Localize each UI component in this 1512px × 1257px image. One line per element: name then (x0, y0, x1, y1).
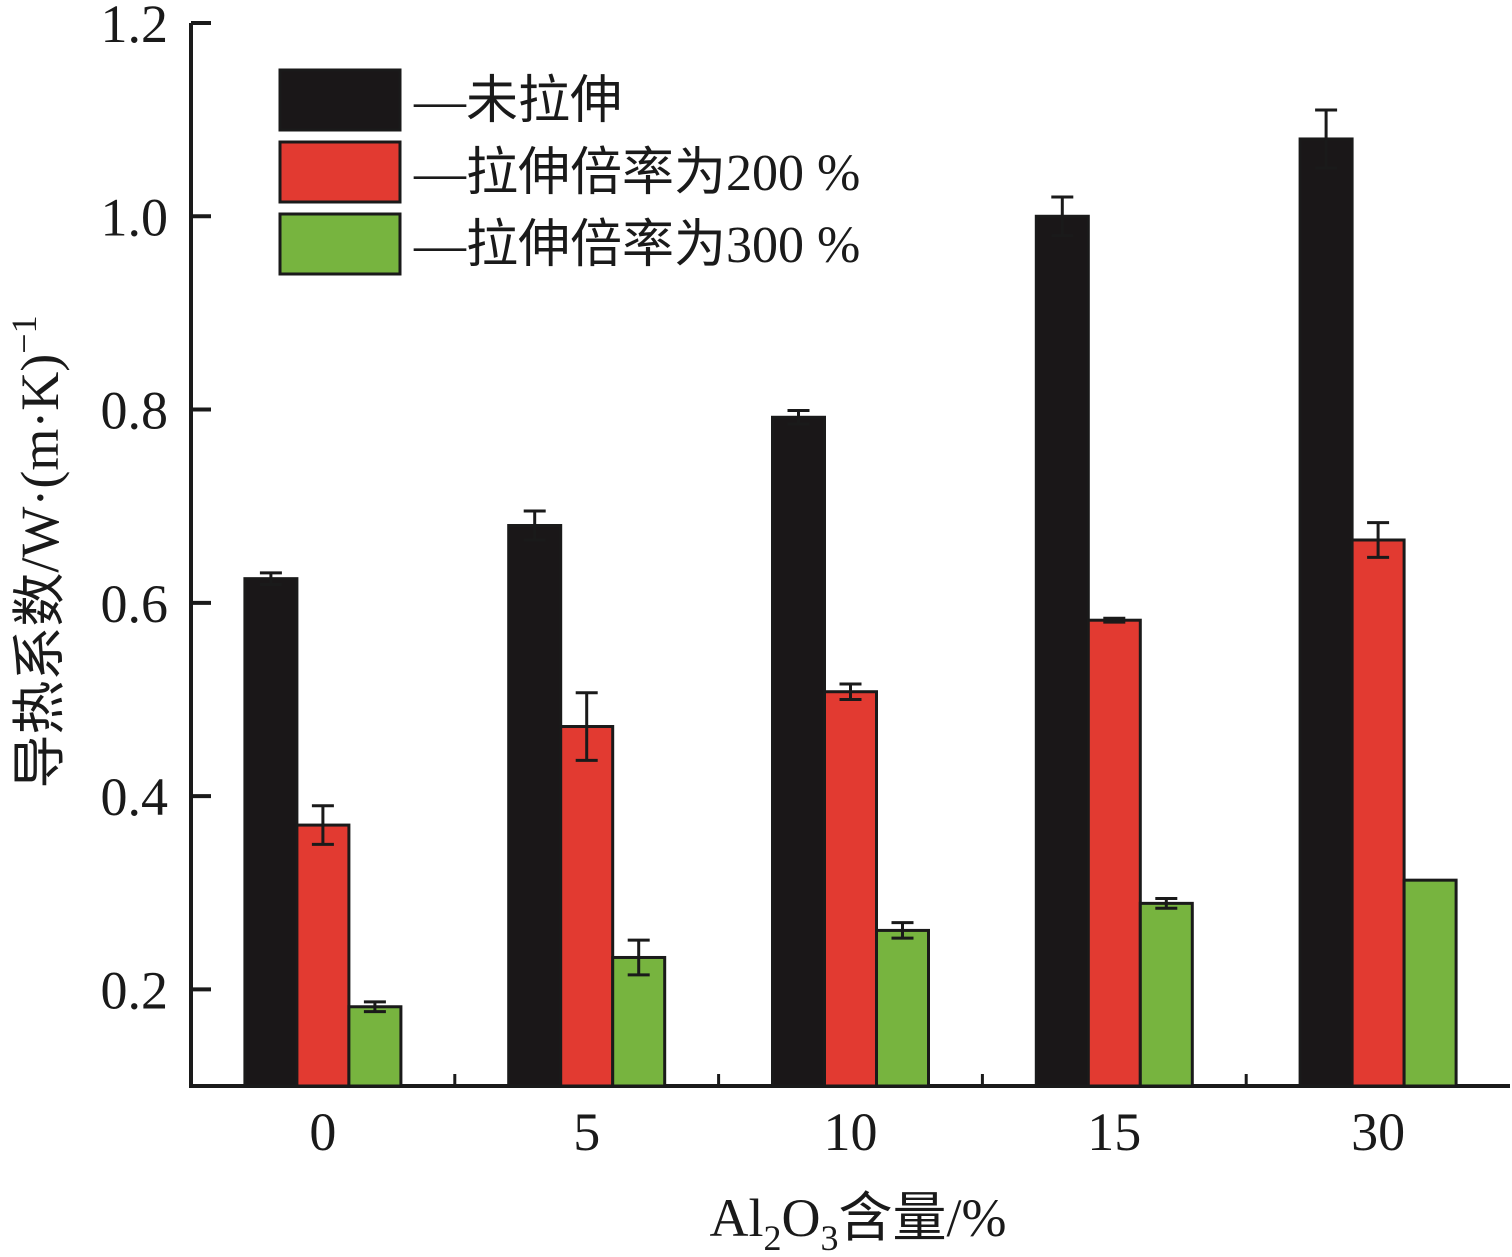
x-tick-label: 0 (309, 1102, 336, 1162)
x-axis-label: Al2O3含量/% (710, 1188, 1007, 1257)
legend-label: —拉伸倍率为200 % (413, 145, 860, 202)
x-tick-label: 10 (824, 1102, 878, 1162)
error-bar (787, 409, 810, 426)
error-bar (891, 921, 914, 940)
legend-label: —拉伸倍率为300 % (413, 217, 860, 274)
bar (559, 725, 615, 1088)
bar (1402, 878, 1458, 1088)
bar (1086, 618, 1142, 1088)
bar (507, 524, 563, 1088)
y-ticks: 0.2 0.4 0.6 0.8 1.0 1.2 (101, 0, 211, 1020)
error-bar (1051, 195, 1074, 238)
legend-swatch (278, 140, 402, 204)
error-bar (523, 509, 546, 542)
bar (1350, 538, 1406, 1088)
error-bar (1103, 616, 1126, 624)
y-tick-label: 0.4 (101, 767, 169, 827)
x-tick-label: 15 (1087, 1102, 1141, 1162)
legend-swatch (278, 212, 402, 276)
bar (347, 1005, 403, 1088)
legend-label: —未拉伸 (413, 73, 622, 130)
error-bar (1367, 521, 1390, 559)
y-tick-label: 0.2 (101, 960, 169, 1020)
y-axis-label: 导热系数/W·(m·K)−1 (4, 315, 70, 788)
y-tick-label: 1.2 (101, 0, 169, 54)
x-ticks: 0 5 10 15 30 (309, 1074, 1405, 1162)
error-bar (1155, 897, 1178, 910)
error-bar (363, 1000, 386, 1014)
bar (295, 823, 351, 1088)
y-tick-label: 1.0 (101, 187, 169, 247)
error-bar (575, 691, 598, 762)
y-tick-label: 0.6 (101, 574, 169, 634)
error-bar (1315, 108, 1338, 170)
x-tick-label: 5 (573, 1102, 600, 1162)
bar (611, 955, 667, 1088)
error-bar (259, 571, 282, 586)
error-bar (839, 682, 862, 701)
x-tick-label: 30 (1351, 1102, 1405, 1162)
bar (1138, 901, 1194, 1088)
error-bar (311, 804, 334, 846)
legend: —未拉伸 —拉伸倍率为200 % —拉伸倍率为300 % (278, 68, 860, 276)
bar (823, 690, 878, 1088)
legend-swatch (278, 68, 402, 132)
y-tick-label: 0.8 (101, 381, 169, 441)
bar (1298, 137, 1354, 1088)
bar (875, 928, 930, 1088)
bar (771, 415, 826, 1088)
bar (243, 577, 299, 1088)
error-bar (627, 938, 650, 977)
bar (1034, 214, 1090, 1088)
bars (243, 108, 1458, 1088)
